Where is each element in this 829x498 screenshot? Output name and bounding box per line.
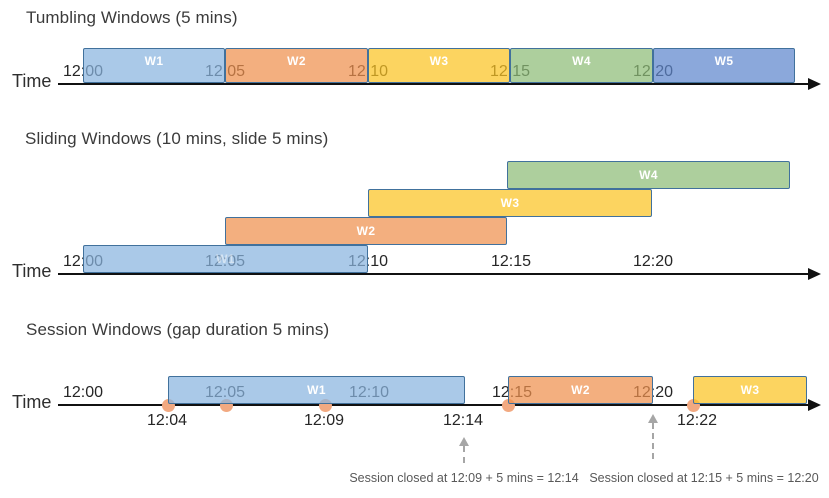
session-annotation-arrow-stem-2 bbox=[652, 423, 654, 459]
sliding-timeline bbox=[58, 273, 810, 275]
sliding-timeline-arrowhead-icon bbox=[808, 268, 821, 280]
session-annotation-arrowhead-icon-1 bbox=[459, 437, 469, 446]
session-window-label-w1: W1 bbox=[307, 383, 326, 397]
tumbling-window-w1: W1 bbox=[83, 48, 225, 83]
session-window-label-w2: W2 bbox=[571, 383, 590, 397]
session-event-label-1204: 12:04 bbox=[146, 412, 188, 429]
sliding-window-label-w4: W4 bbox=[639, 168, 658, 182]
tumbling-window-w4: W4 bbox=[510, 48, 653, 83]
session-event-label-1222: 12:22 bbox=[676, 412, 718, 429]
session-annotation-arrow-stem-1 bbox=[463, 446, 465, 463]
sliding-tick-1215: 12:15 bbox=[490, 253, 532, 270]
tumbling-window-label-w3: W3 bbox=[429, 54, 449, 68]
sliding-window-w2: W2 bbox=[225, 217, 507, 245]
session-event-label-1209: 12:09 bbox=[303, 412, 345, 429]
tumbling-window-w5: W5 bbox=[653, 48, 795, 83]
session-event-label-1214: 12:14 bbox=[442, 412, 484, 429]
sliding-window-w4: W4 bbox=[507, 161, 790, 189]
tumbling-window-label-w5: W5 bbox=[714, 54, 734, 68]
session-caption-2: Session closed at 12:15 + 5 mins = 12:20 bbox=[589, 471, 819, 485]
session-window-label-w3: W3 bbox=[740, 383, 760, 397]
session-axis-label: Time bbox=[12, 392, 52, 412]
session-caption-1: Session closed at 12:09 + 5 mins = 12:14 bbox=[349, 471, 579, 485]
sliding-window-w1: W1 bbox=[83, 245, 368, 273]
tumbling-window-label-w2: W2 bbox=[287, 54, 306, 68]
sliding-window-label-w1: W1 bbox=[216, 252, 235, 266]
session-tick-1200: 12:00 bbox=[62, 384, 104, 401]
session-section-title: Session Windows (gap duration 5 mins) bbox=[26, 320, 330, 339]
session-window-w3: W3 bbox=[693, 376, 807, 404]
sliding-tick-1220: 12:20 bbox=[632, 253, 674, 270]
tumbling-window-w2: W2 bbox=[225, 48, 368, 83]
session-window-w1: W1 bbox=[168, 376, 465, 404]
tumbling-axis-label: Time bbox=[12, 71, 52, 91]
sliding-axis-label: Time bbox=[12, 261, 52, 281]
tumbling-section-title: Tumbling Windows (5 mins) bbox=[26, 8, 238, 27]
session-timeline bbox=[58, 404, 810, 406]
tumbling-timeline-arrowhead-icon bbox=[808, 78, 821, 90]
session-annotation-arrowhead-icon-2 bbox=[648, 414, 658, 423]
tumbling-timeline bbox=[58, 83, 810, 85]
session-timeline-arrowhead-icon bbox=[808, 399, 821, 411]
sliding-window-w3: W3 bbox=[368, 189, 652, 217]
sliding-window-label-w3: W3 bbox=[500, 196, 520, 210]
tumbling-window-w3: W3 bbox=[368, 48, 510, 83]
tumbling-window-label-w4: W4 bbox=[572, 54, 591, 68]
session-window-w2: W2 bbox=[508, 376, 653, 404]
tumbling-window-label-w1: W1 bbox=[144, 54, 164, 68]
sliding-window-label-w2: W2 bbox=[356, 224, 376, 238]
sliding-section-title: Sliding Windows (10 mins, slide 5 mins) bbox=[25, 129, 329, 148]
